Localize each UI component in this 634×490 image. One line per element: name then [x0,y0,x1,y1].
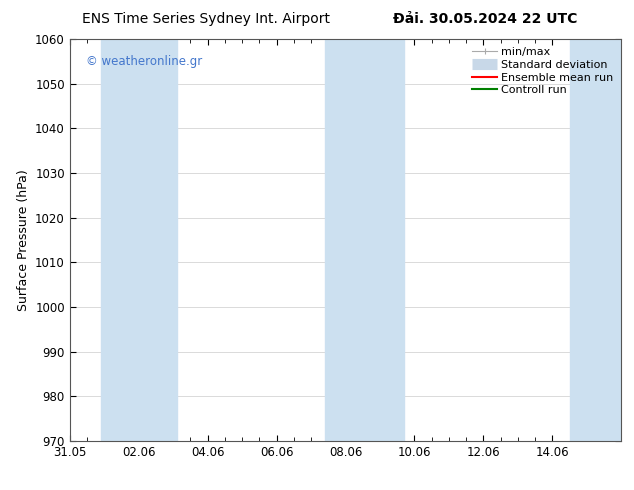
Y-axis label: Surface Pressure (hPa): Surface Pressure (hPa) [16,169,30,311]
Bar [101,39,177,441]
Legend: min/max, Standard deviation, Ensemble mean run, Controll run: min/max, Standard deviation, Ensemble me… [468,43,618,100]
Text: Đải. 30.05.2024 22 UTC: Đải. 30.05.2024 22 UTC [393,12,578,26]
Bar [325,39,404,441]
Text: ENS Time Series Sydney Int. Airport: ENS Time Series Sydney Int. Airport [82,12,330,26]
Text: © weatheronline.gr: © weatheronline.gr [86,55,202,68]
Bar [569,39,621,441]
